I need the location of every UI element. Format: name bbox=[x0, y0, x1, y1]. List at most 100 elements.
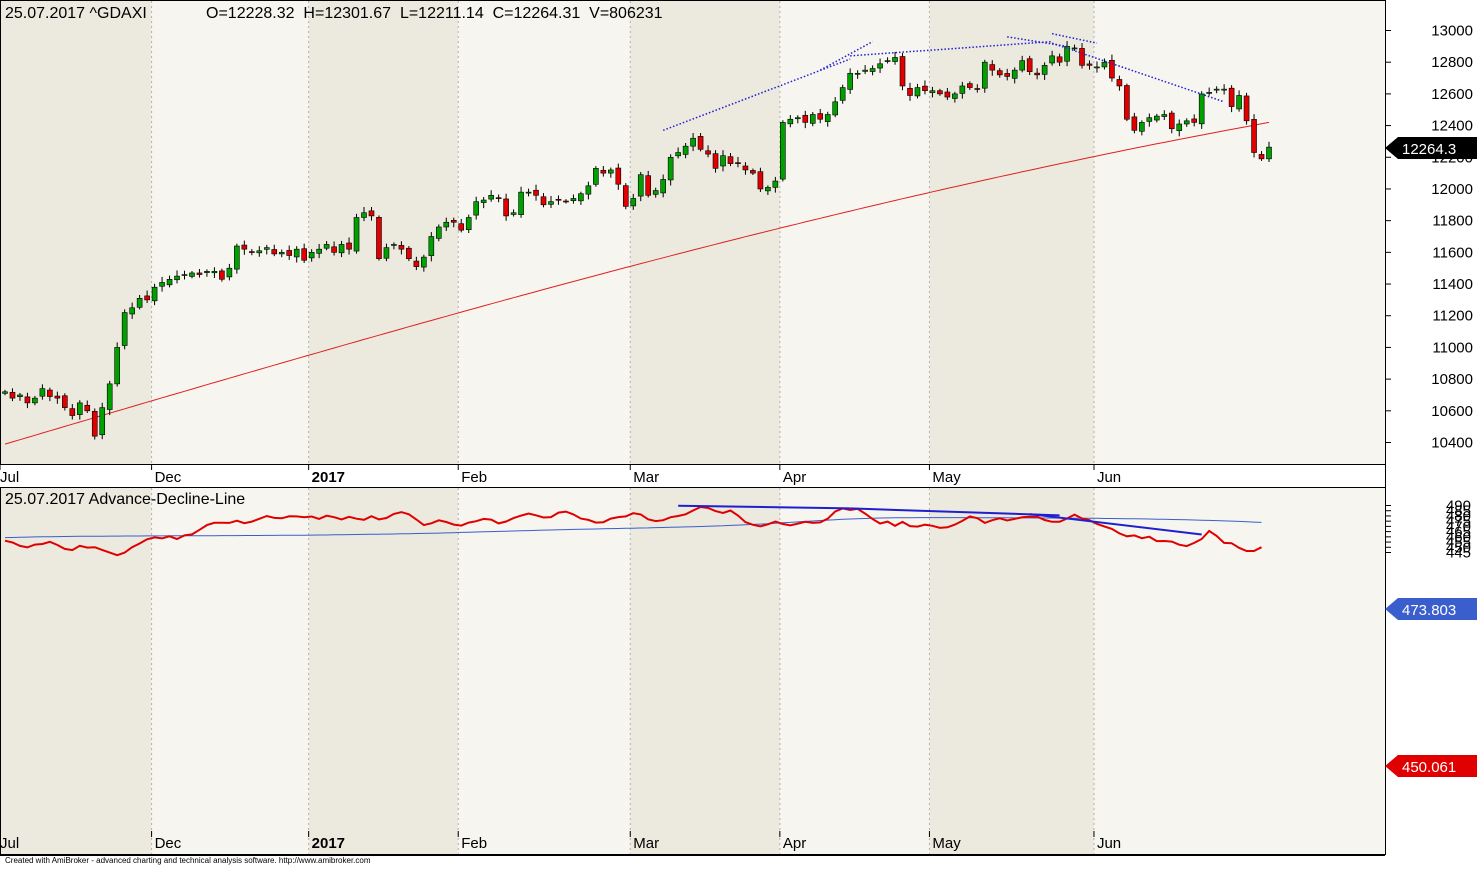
candle-body bbox=[720, 155, 726, 167]
candle-body bbox=[907, 88, 913, 96]
price-y-tick-label: 12800 bbox=[1431, 54, 1473, 71]
candle-body bbox=[914, 87, 921, 97]
candle-body bbox=[1131, 116, 1138, 131]
candle-body bbox=[922, 85, 928, 92]
candle-body bbox=[750, 170, 756, 174]
ad-x-tick-label: Dec bbox=[155, 835, 182, 852]
candle-body bbox=[458, 223, 465, 231]
candle-body bbox=[989, 64, 996, 71]
ad-trendline-1 bbox=[678, 504, 851, 510]
candle-body bbox=[144, 295, 150, 301]
ad-y-tick-label: 445 bbox=[1446, 545, 1471, 562]
price-y-tick-label: 11600 bbox=[1432, 244, 1473, 261]
ad-y-tick-label: 455 bbox=[1446, 534, 1471, 551]
price-month-band bbox=[1093, 1, 1385, 464]
candle-body bbox=[129, 307, 135, 315]
price-y-tick-label: 10600 bbox=[1431, 403, 1473, 420]
candle-body bbox=[136, 297, 143, 308]
candle-body bbox=[473, 201, 479, 216]
price-trendline-small bbox=[1007, 36, 1068, 48]
candle-body bbox=[645, 175, 652, 196]
candle-body bbox=[593, 168, 599, 185]
ad-y-tick-label: 460 bbox=[1446, 529, 1471, 546]
candle-body bbox=[316, 248, 322, 254]
ad-x-tick-label: Feb bbox=[461, 835, 487, 852]
price-y-tick-label: 12000 bbox=[1431, 181, 1473, 198]
price-month-band bbox=[1, 1, 152, 464]
candle-body bbox=[76, 402, 83, 415]
candle-body bbox=[1011, 69, 1018, 79]
ohlcv-label: O=12228.32 H=12301.67 L=12211.14 C=12264… bbox=[206, 5, 663, 22]
candle-body bbox=[99, 407, 106, 436]
candle-body bbox=[151, 286, 158, 302]
candle-body bbox=[234, 245, 240, 270]
price-x-tick-label: Jul bbox=[0, 469, 19, 486]
ad-month-band bbox=[929, 488, 1094, 855]
ad-x-tick-label: Mar bbox=[633, 835, 659, 852]
candle-body bbox=[952, 93, 958, 99]
candle-body bbox=[308, 252, 315, 259]
candle-body bbox=[795, 117, 801, 120]
candle-body bbox=[271, 249, 278, 255]
ad-y-tick-label: 465 bbox=[1446, 524, 1471, 541]
price-x-tick-label: Feb bbox=[461, 469, 487, 486]
candle-body bbox=[196, 272, 203, 275]
candle-body bbox=[480, 199, 487, 203]
candle-body bbox=[241, 244, 248, 250]
ad-panel-gridlines bbox=[151, 488, 1095, 855]
candle-body bbox=[667, 156, 674, 181]
price-month-band bbox=[630, 1, 780, 464]
price-y-tick-label: 11800 bbox=[1432, 213, 1473, 230]
price-ma-path bbox=[4, 121, 1270, 445]
candle-body bbox=[121, 312, 128, 346]
candle-body bbox=[286, 250, 293, 256]
price-y-tick-label: 11400 bbox=[1432, 276, 1473, 293]
candle-body bbox=[510, 212, 517, 215]
candle-body bbox=[54, 395, 61, 399]
candle-body bbox=[652, 190, 659, 195]
price-last-value: 12264.3 bbox=[1402, 141, 1456, 158]
candle-body bbox=[1228, 87, 1235, 107]
candle-body bbox=[981, 61, 988, 89]
candle-body bbox=[1056, 56, 1063, 63]
candle-body bbox=[91, 410, 98, 437]
price-x-tick-label: Jun bbox=[1097, 469, 1121, 486]
price-panel-month-bands bbox=[1, 1, 1385, 464]
candle-body bbox=[503, 198, 509, 217]
ad-month-band bbox=[1, 488, 152, 855]
ad-y-tick-label: 475 bbox=[1446, 513, 1471, 530]
ad-ma-value: 473.803 bbox=[1402, 602, 1456, 619]
candle-body bbox=[959, 85, 966, 94]
ad-month-band bbox=[151, 488, 309, 855]
candle-body bbox=[435, 226, 442, 239]
price-month-band bbox=[151, 1, 309, 464]
ad-y-tick-label: 470 bbox=[1446, 518, 1471, 535]
price-x-tick-label: 2017 bbox=[312, 469, 345, 486]
candle-body bbox=[892, 57, 898, 62]
candle-body bbox=[1258, 154, 1265, 160]
ad-trendlines bbox=[678, 504, 1202, 536]
candle-body bbox=[660, 179, 666, 194]
price-y-tick-label: 11000 bbox=[1432, 339, 1473, 356]
ad-month-band bbox=[308, 488, 459, 855]
price-panel-gridlines bbox=[151, 1, 1095, 464]
candle-body bbox=[159, 282, 165, 287]
ad-trendline-3 bbox=[1029, 513, 1202, 536]
candle-body bbox=[450, 220, 457, 223]
candle-body bbox=[712, 153, 719, 169]
candle-body bbox=[39, 388, 46, 397]
price-x-tick-label: May bbox=[932, 469, 961, 486]
candle-body bbox=[204, 271, 210, 273]
candle-body bbox=[1049, 55, 1055, 64]
candle-body bbox=[383, 247, 390, 259]
candle-body bbox=[376, 217, 382, 259]
candle-body bbox=[1101, 61, 1108, 68]
candle-body bbox=[727, 156, 734, 164]
ad-ma-path bbox=[4, 517, 1262, 539]
candle-body bbox=[742, 165, 749, 171]
price-moving-average bbox=[4, 121, 1270, 445]
price-title: 25.07.2017 ^GDAXI bbox=[5, 5, 147, 22]
ad-ma-value-badge: 473.803 bbox=[1385, 598, 1477, 620]
candle-body bbox=[114, 347, 120, 385]
